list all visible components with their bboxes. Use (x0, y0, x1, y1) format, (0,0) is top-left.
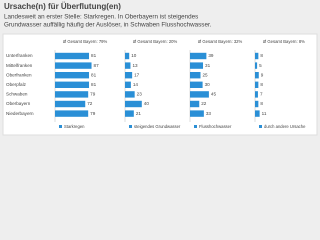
subtitle: Grundwasser auffällig häufig der Auslöse… (4, 22, 212, 29)
legend-label: Flusshochwasser (199, 124, 232, 129)
bar (190, 110, 204, 117)
bar (125, 81, 131, 88)
value-label: 87 (94, 63, 100, 68)
bar (125, 52, 130, 60)
chart-title: Ursache(n) für Überflutung(en) (4, 2, 121, 11)
value-label: 45 (211, 92, 217, 97)
value-label: 23 (137, 92, 143, 97)
category-label: Schwaben (6, 92, 28, 97)
category-label: Oberpfalz (6, 82, 27, 87)
value-label: 40 (144, 101, 150, 106)
bar (55, 62, 92, 69)
bar (125, 72, 133, 79)
average-label: Ø Gesamt Bayern: 20% (133, 39, 177, 44)
legend-swatch (194, 125, 197, 128)
bar (255, 72, 259, 79)
value-label: 39 (208, 53, 214, 58)
bar (255, 110, 260, 117)
average-label: Ø Gesamt Bayern: 8% (263, 39, 305, 44)
bar (190, 91, 209, 98)
value-label: 31 (205, 63, 211, 68)
bar (55, 100, 86, 108)
legend-swatch (129, 125, 132, 128)
bar (190, 52, 207, 60)
value-label: 13 (132, 63, 138, 68)
legend-swatch (259, 125, 262, 128)
value-label: 5 (259, 63, 262, 68)
category-label: Niederbayern (6, 111, 34, 116)
legend-label: Starkregen (64, 124, 85, 129)
value-label: 81 (91, 72, 97, 77)
bar (125, 110, 134, 117)
value-label: 21 (136, 111, 142, 116)
value-label: 17 (134, 72, 140, 77)
bar (55, 72, 90, 79)
bar (125, 62, 131, 69)
value-label: 79 (90, 92, 96, 97)
bar (55, 81, 90, 88)
bar (55, 52, 90, 60)
average-label: Ø Gesamt Bayern: 32% (198, 39, 242, 44)
legend-label: steigendes Grundwasser (134, 124, 181, 129)
value-label: 8 (260, 53, 263, 58)
value-label: 14 (133, 82, 139, 87)
bar (190, 100, 200, 108)
subtitle: Landesweit an erster Stelle: Starkregen.… (4, 14, 198, 21)
value-label: 8 (260, 101, 263, 106)
category-label: Oberfranken (6, 72, 32, 77)
category-label: Unterfranken (6, 53, 33, 58)
bar (255, 62, 258, 69)
value-label: 8 (260, 82, 263, 87)
bar (255, 91, 258, 98)
value-label: 25 (203, 72, 209, 77)
category-label: Oberbayern (6, 101, 31, 106)
category-label: Mittelfranken (6, 63, 33, 68)
value-label: 81 (91, 82, 97, 87)
value-label: 33 (206, 111, 212, 116)
value-label: 22 (201, 101, 207, 106)
bar (255, 100, 259, 108)
value-label: 30 (205, 82, 211, 87)
value-label: 79 (90, 111, 96, 116)
average-label: Ø Gesamt Bayern: 79% (63, 39, 107, 44)
bar (55, 91, 89, 98)
bar (190, 72, 201, 79)
bar (255, 52, 259, 60)
bar (55, 110, 89, 117)
bar (255, 81, 259, 88)
value-label: 81 (91, 53, 97, 58)
page: Ursache(n) für Überflutung(en) Landeswei… (2, 2, 318, 136)
bar (190, 81, 203, 88)
value-label: 10 (131, 53, 137, 58)
value-label: 7 (260, 92, 263, 97)
chart: Ursache(n) für Überflutung(en) Landeswei… (2, 2, 318, 136)
plot-area (2, 33, 318, 136)
value-label: 72 (87, 101, 93, 106)
bar (125, 91, 135, 98)
value-label: 11 (262, 111, 267, 116)
legend-swatch (59, 125, 62, 128)
legend-label: durch andere Ursache (264, 124, 306, 129)
value-label: 9 (261, 72, 264, 77)
bar (190, 62, 204, 69)
bar (125, 100, 142, 108)
